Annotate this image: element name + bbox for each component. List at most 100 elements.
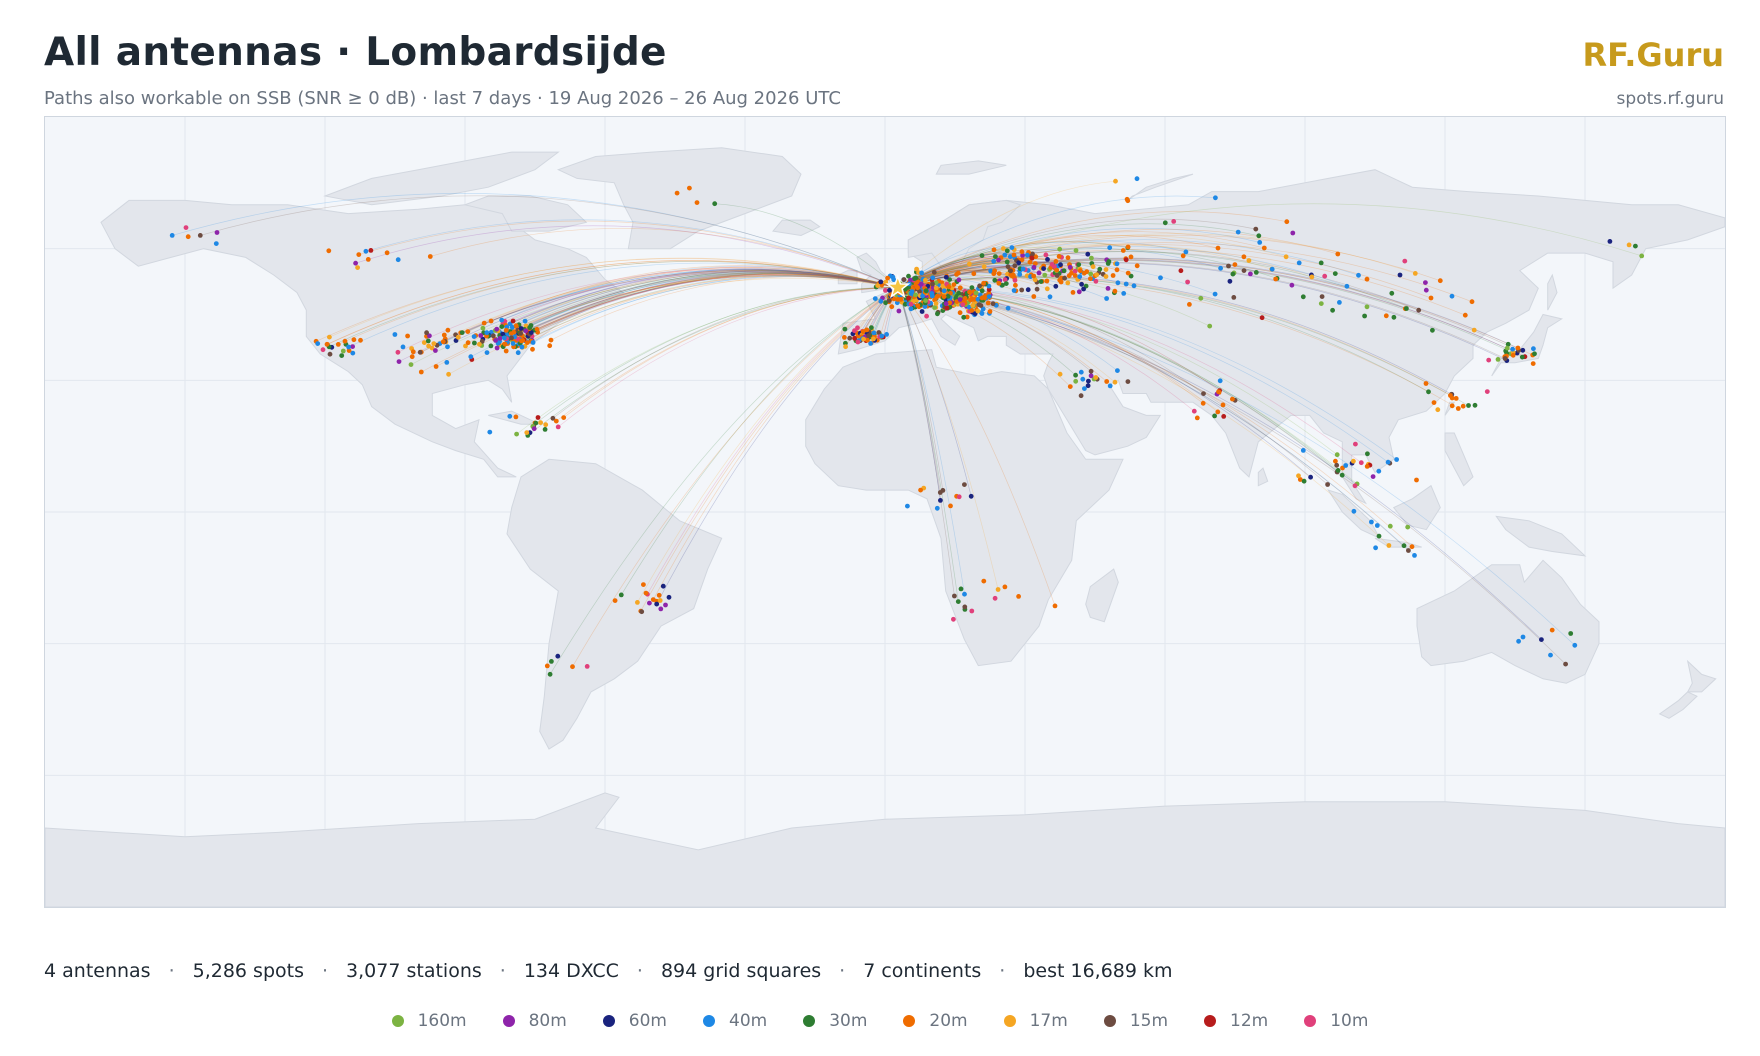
spot-marker — [1171, 219, 1177, 224]
legend-item-60m[interactable]: 60m — [602, 1011, 667, 1031]
spot-marker — [1505, 341, 1511, 347]
spot-marker — [1201, 391, 1206, 396]
spot-marker — [1335, 251, 1341, 257]
legend-dot-icon — [1304, 1015, 1317, 1027]
spot-marker — [471, 334, 477, 339]
legend-label: 10m — [1330, 1011, 1369, 1031]
spot-marker — [1067, 384, 1073, 389]
spot-marker — [1462, 312, 1468, 318]
world-map[interactable] — [44, 116, 1726, 908]
legend-item-17m[interactable]: 17m — [1003, 1011, 1068, 1031]
propagation-path — [410, 273, 898, 365]
spot-marker — [484, 350, 490, 355]
spot-marker — [446, 371, 451, 377]
propagation-path — [527, 287, 898, 436]
propagation-path — [897, 276, 1429, 393]
spot-marker — [658, 606, 664, 612]
spot-marker — [986, 294, 992, 299]
spot-marker — [883, 300, 888, 306]
spot-marker — [1086, 378, 1091, 384]
spot-marker — [981, 280, 986, 286]
spot-marker — [1406, 548, 1411, 553]
propagation-path — [897, 239, 1359, 288]
spot-marker — [1227, 278, 1233, 284]
spot-marker — [440, 339, 446, 345]
spot-marker — [1502, 356, 1508, 361]
spot-marker — [1073, 248, 1079, 253]
spot-marker — [1052, 264, 1057, 269]
spot-marker — [1076, 289, 1082, 295]
spot-marker — [1471, 327, 1477, 333]
spot-marker — [350, 350, 356, 356]
legend-item-15m[interactable]: 15m — [1103, 1011, 1168, 1031]
spot-marker — [570, 664, 575, 670]
spot-marker — [1549, 627, 1555, 633]
spot-marker — [1158, 275, 1163, 281]
spot-marker — [1093, 375, 1099, 380]
propagation-path — [897, 248, 1466, 316]
propagation-path — [536, 272, 898, 330]
propagation-path — [522, 273, 898, 338]
propagation-path — [897, 287, 959, 602]
propagation-path — [897, 235, 1287, 288]
spot-marker — [431, 341, 437, 346]
propagation-path — [439, 268, 898, 344]
legend-item-20m[interactable]: 20m — [903, 1011, 968, 1031]
brand-logo[interactable]: RF.Guru — [1582, 36, 1724, 74]
propagation-path — [328, 261, 898, 348]
spot-marker — [992, 268, 997, 274]
spot-marker — [1070, 290, 1076, 295]
spot-marker — [478, 333, 484, 338]
stat-item: best 16,689 km — [1023, 960, 1173, 982]
propagation-path — [897, 275, 1452, 395]
spot-marker — [342, 338, 348, 344]
legend-item-80m[interactable]: 80m — [502, 1011, 567, 1031]
spot-marker — [1212, 291, 1218, 297]
spot-marker — [1572, 642, 1578, 648]
spot-marker — [1124, 196, 1130, 202]
spot-marker — [547, 671, 553, 677]
legend-item-10m[interactable]: 10m — [1304, 1011, 1368, 1031]
legend-item-160m[interactable]: 160m — [391, 1011, 467, 1031]
spot-marker — [964, 314, 970, 320]
legend-item-40m[interactable]: 40m — [703, 1011, 767, 1031]
spot-marker — [1032, 277, 1038, 283]
legend-item-12m[interactable]: 12m — [1204, 1011, 1268, 1031]
spot-marker — [940, 488, 946, 493]
spot-marker — [1353, 441, 1358, 447]
spot-marker — [952, 593, 957, 599]
spot-marker — [472, 340, 477, 346]
spot-marker — [522, 318, 528, 324]
legend-item-30m[interactable]: 30m — [803, 1011, 867, 1031]
propagation-path — [397, 268, 898, 353]
spot-marker — [852, 335, 857, 341]
spot-marker — [917, 289, 922, 294]
spot-marker — [971, 297, 977, 302]
spot-marker — [1449, 403, 1455, 409]
spot-marker — [1216, 389, 1221, 395]
spot-marker — [1056, 254, 1062, 259]
spot-marker — [979, 288, 985, 294]
spot-marker — [1107, 245, 1113, 251]
spot-marker — [1460, 403, 1466, 409]
land-baffin — [463, 195, 588, 232]
spot-marker — [1330, 307, 1335, 313]
spot-marker — [941, 294, 947, 299]
propagation-path — [897, 244, 1312, 288]
spot-marker — [883, 288, 888, 293]
spot-marker — [1308, 474, 1313, 480]
propagation-path — [897, 287, 1056, 607]
spot-marker — [1269, 266, 1275, 272]
spot-marker — [891, 277, 897, 283]
spot-marker — [1289, 282, 1295, 288]
spot-marker — [1437, 278, 1443, 284]
spot-marker — [885, 275, 890, 281]
site-url[interactable]: spots.rf.guru — [1616, 89, 1724, 109]
legend-label: 40m — [729, 1011, 768, 1031]
propagation-path — [897, 262, 1507, 361]
propagation-path — [520, 270, 898, 329]
propagation-path — [897, 223, 1259, 288]
propagation-path — [640, 287, 898, 612]
spot-marker — [1409, 544, 1415, 550]
spot-marker — [1054, 267, 1060, 273]
